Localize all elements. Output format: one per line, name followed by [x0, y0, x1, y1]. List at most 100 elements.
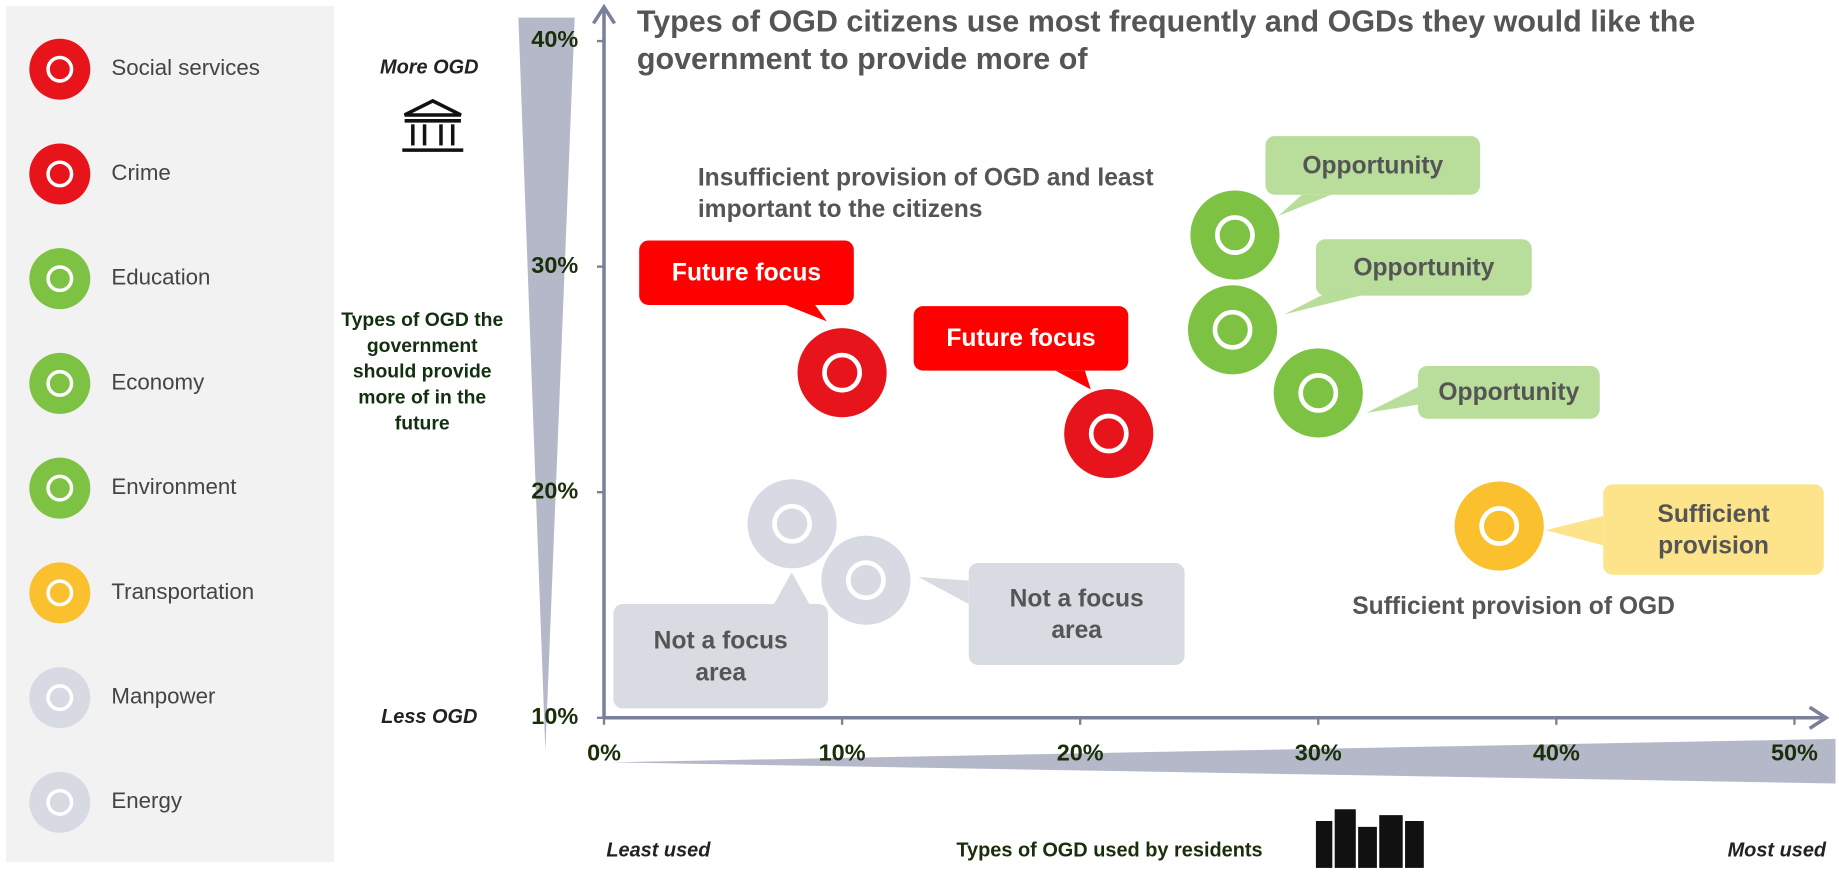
callout-text-box: Opportunity	[1302, 151, 1444, 179]
x-tick-label: 30%	[1295, 739, 1342, 765]
y-axis-label: Types of OGD the government should provi…	[341, 309, 504, 434]
y-arrow	[591, 3, 617, 25]
y-tick-label: 10%	[531, 703, 578, 729]
callout-text: Opportunity	[1438, 378, 1580, 406]
legend-swatch	[29, 457, 91, 519]
city-icon	[1315, 809, 1424, 868]
callout-text-box: Not a focus area	[653, 626, 788, 686]
legend-glyph	[46, 265, 74, 293]
legend-swatch	[29, 352, 91, 414]
callout-text: Future focus	[671, 259, 822, 287]
point	[1190, 190, 1280, 280]
legend-glyph	[46, 579, 74, 607]
title-box: Types of OGD citizens use most frequentl…	[636, 3, 1696, 77]
legend-label: Crime	[111, 160, 170, 185]
point	[1064, 388, 1154, 479]
callout-text: Opportunity	[1302, 151, 1444, 179]
callout-text: Future focus	[946, 324, 1096, 352]
callout-tail	[918, 577, 969, 605]
quadrant-label: Sufficient provision of OGD	[1352, 593, 1675, 620]
x-wedge	[609, 738, 1836, 784]
callout-text: Sufficient provision	[1657, 500, 1770, 559]
callout-text-box: Opportunity	[1438, 378, 1580, 406]
legend-glyph	[46, 684, 74, 712]
legend-swatch	[29, 248, 91, 310]
x-tick-label: 0%	[587, 739, 621, 765]
point-glyph	[822, 352, 863, 393]
point-glyph	[1212, 309, 1253, 350]
legend-label: Environment	[111, 474, 237, 499]
x-tick-label: 40%	[1533, 739, 1580, 765]
callout-text: Opportunity	[1353, 253, 1495, 281]
callout-tail	[1545, 516, 1604, 546]
callout-box	[913, 306, 1129, 371]
legend-panel	[5, 5, 335, 863]
callout-text-box: Sufficient provision	[1657, 500, 1770, 559]
chart-title: Types of OGD citizens use most frequentl…	[636, 3, 1696, 77]
point	[821, 535, 911, 625]
y-tick-label: 30%	[531, 252, 578, 278]
callout-text-box: Future focus	[946, 324, 1096, 352]
point-glyph	[772, 503, 813, 544]
x-right-note: Most used	[1728, 840, 1827, 862]
y-tick-label: 20%	[531, 477, 578, 503]
legend-label: Social services	[111, 55, 260, 80]
x-tick-label: 50%	[1771, 739, 1818, 765]
x-tick-label: 20%	[1057, 739, 1104, 765]
legend-label: Education	[111, 265, 210, 290]
point-glyph	[1214, 215, 1255, 255]
callout-box	[968, 562, 1185, 666]
callout-text-box: Future focus	[671, 259, 822, 287]
point	[747, 479, 837, 569]
museum-icon	[402, 98, 464, 152]
y-tick-label: 40%	[531, 26, 578, 52]
point-glyph	[1088, 413, 1129, 454]
x-left-note: Least used	[606, 840, 711, 862]
point-glyph	[845, 560, 886, 601]
callout-box	[1265, 136, 1481, 195]
callout-text: Not a focus area	[653, 626, 788, 686]
x-axis-label: Types of OGD used by residents	[956, 840, 1262, 862]
point	[1454, 481, 1544, 571]
y-wedge	[518, 17, 575, 751]
callout-box	[1603, 484, 1824, 575]
callout-tail	[785, 304, 827, 322]
y-top-note: More OGD	[380, 56, 479, 78]
callout-box	[1417, 365, 1600, 419]
callout-text-box: Opportunity	[1353, 253, 1495, 281]
callout-tail	[1055, 370, 1091, 390]
legend-swatch	[29, 667, 91, 729]
callout-text-box: Not a focus area	[1009, 584, 1144, 644]
legend-label: Energy	[111, 788, 182, 813]
quadrant-box: Insufficient provision of OGD and least …	[697, 164, 1154, 223]
legend-glyph	[46, 55, 74, 83]
point-glyph	[1479, 506, 1520, 546]
y-bottom-note: Less OGD	[381, 706, 477, 728]
callout-tail	[1278, 194, 1332, 216]
y-label-box: Types of OGD the government should provi…	[341, 309, 504, 434]
legend-glyph	[46, 788, 74, 816]
callout-text: Not a focus area	[1009, 584, 1144, 644]
legend-label: Transportation	[111, 579, 254, 604]
legend-swatch	[29, 771, 91, 833]
x-tick-label: 10%	[819, 739, 866, 765]
legend-label: Manpower	[111, 684, 216, 709]
point-glyph	[1298, 373, 1339, 413]
x-arrow	[1808, 705, 1830, 730]
legend-swatch	[29, 143, 91, 205]
callout-box	[1315, 239, 1532, 296]
callout-box	[613, 604, 829, 709]
legend-swatch	[29, 562, 91, 624]
quadrant-label: Insufficient provision of OGD and least …	[697, 164, 1154, 223]
point	[1273, 348, 1363, 438]
legend-swatch	[29, 38, 91, 100]
callout-tail	[774, 572, 810, 605]
legend-glyph	[46, 160, 74, 188]
legend-glyph	[46, 474, 74, 502]
point	[797, 328, 887, 418]
callout-tail	[1366, 387, 1418, 413]
legend-label: Economy	[111, 369, 205, 394]
callout-box	[639, 240, 854, 305]
